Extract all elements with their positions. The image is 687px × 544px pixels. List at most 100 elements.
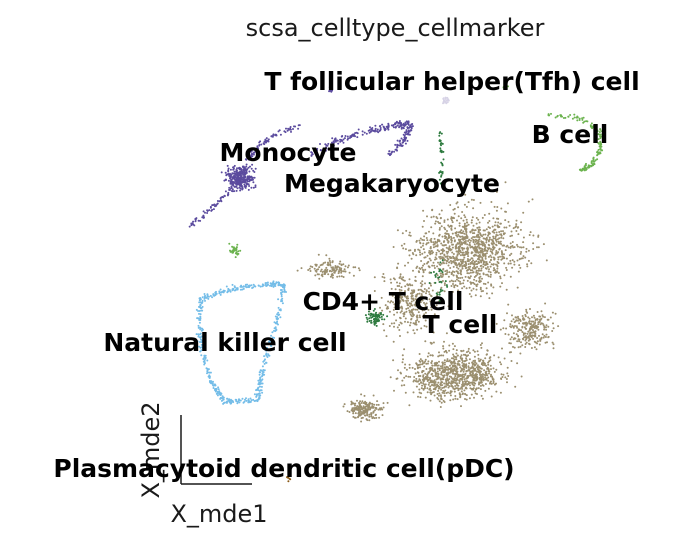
point-t-cell — [485, 228, 488, 231]
point-t-cell — [408, 249, 410, 252]
point-monocyte — [202, 210, 205, 213]
point-t-cell — [438, 213, 441, 216]
point-nk-cell — [236, 402, 239, 405]
point-t-cell — [536, 246, 538, 249]
point-t-cell — [338, 275, 341, 278]
point-t-cell — [329, 275, 332, 278]
point-t-cell — [551, 311, 554, 314]
point-t-cell — [462, 251, 464, 254]
point-nk-cell — [202, 347, 205, 350]
point-t-cell — [405, 368, 408, 371]
point-t-cell — [527, 330, 530, 333]
point-t-cell — [420, 387, 423, 390]
point-monocyte — [238, 181, 241, 184]
point-t-cell — [432, 243, 435, 246]
point-t-cell — [483, 214, 486, 216]
point-t-cell — [537, 328, 540, 331]
point-t-cell — [420, 307, 423, 310]
point-monocyte — [404, 133, 407, 136]
point-t-cell — [510, 336, 513, 339]
point-monocyte — [250, 155, 252, 158]
point-t-cell — [446, 232, 449, 235]
point-t-cell — [431, 364, 434, 367]
point-t-cell — [413, 322, 416, 325]
point-monocyte — [225, 173, 228, 176]
point-t-cell — [451, 243, 454, 246]
point-t-cell — [487, 248, 490, 251]
point-t-cell — [518, 264, 521, 267]
point-t-cell — [411, 289, 413, 292]
point-t-cell — [354, 266, 357, 269]
point-t-cell — [547, 335, 550, 338]
point-t-cell — [465, 287, 468, 290]
point-t-cell — [477, 228, 480, 231]
point-t-cell — [414, 280, 417, 282]
point-t-cell — [450, 376, 453, 378]
point-t-cell — [465, 230, 468, 233]
point-t-cell — [468, 244, 471, 246]
point-b-cell — [582, 121, 585, 124]
point-t-cell — [484, 389, 487, 392]
point-t-cell — [541, 314, 544, 317]
point-t-cell — [482, 359, 485, 362]
point-t-cell — [443, 282, 446, 285]
point-t-cell — [325, 254, 328, 257]
point-t-cell — [433, 313, 436, 316]
point-t-cell — [520, 221, 523, 224]
point-nk-cell — [276, 313, 279, 316]
point-t-cell — [448, 246, 451, 249]
point-t-cell — [454, 280, 457, 283]
point-monocyte — [251, 163, 254, 166]
point-t-cell — [393, 389, 395, 392]
point-t-cell — [484, 257, 487, 260]
point-t-cell — [447, 368, 450, 371]
point-monocyte — [190, 224, 193, 227]
point-monocyte — [238, 186, 241, 189]
point-b-cell — [554, 116, 557, 119]
point-b-cell — [547, 114, 550, 117]
point-t-cell — [438, 256, 441, 258]
point-t-cell — [423, 308, 426, 311]
point-t-cell — [492, 242, 495, 245]
point-t-cell — [465, 394, 468, 397]
point-t-cell — [417, 311, 420, 314]
point-t-cell — [509, 338, 512, 341]
point-t-cell — [328, 257, 331, 260]
point-t-cell — [482, 254, 485, 257]
point-t-cell — [429, 376, 431, 379]
point-t-cell — [340, 271, 343, 274]
point-t-cell — [363, 394, 366, 397]
point-t-cell — [340, 270, 343, 273]
point-t-cell — [481, 373, 484, 376]
point-monocyte — [396, 149, 398, 152]
point-cd4-t-cell — [379, 312, 382, 315]
point-t-cell — [393, 278, 396, 281]
point-b-cell — [597, 148, 600, 151]
point-monocyte — [219, 199, 222, 202]
point-t-cell — [418, 391, 421, 394]
point-monocyte — [233, 181, 236, 184]
point-monocyte — [223, 179, 226, 182]
point-monocyte — [347, 137, 350, 140]
point-b-cell — [228, 242, 231, 245]
point-nk-cell — [268, 354, 271, 357]
point-nk-cell — [261, 370, 264, 373]
point-t-cell — [437, 384, 440, 387]
point-nk-cell — [202, 358, 205, 360]
point-t-cell — [398, 291, 401, 294]
point-t-cell — [397, 369, 399, 372]
point-t-cell — [470, 295, 473, 298]
point-t-cell — [410, 317, 413, 320]
point-t-cell — [399, 294, 402, 297]
point-t-cell — [436, 274, 439, 277]
cluster-labels: T follicular helper(Tfh) cell B cell Mon… — [53, 67, 639, 483]
point-t-cell — [449, 259, 452, 262]
point-nk-cell — [218, 390, 221, 393]
point-t-cell — [420, 246, 423, 249]
point-t-cell — [450, 227, 453, 230]
point-monocyte — [241, 186, 244, 189]
point-t-cell — [464, 380, 466, 383]
point-t-cell — [530, 262, 533, 265]
point-cd4-t-cell — [370, 313, 373, 316]
point-nk-cell — [222, 402, 225, 405]
